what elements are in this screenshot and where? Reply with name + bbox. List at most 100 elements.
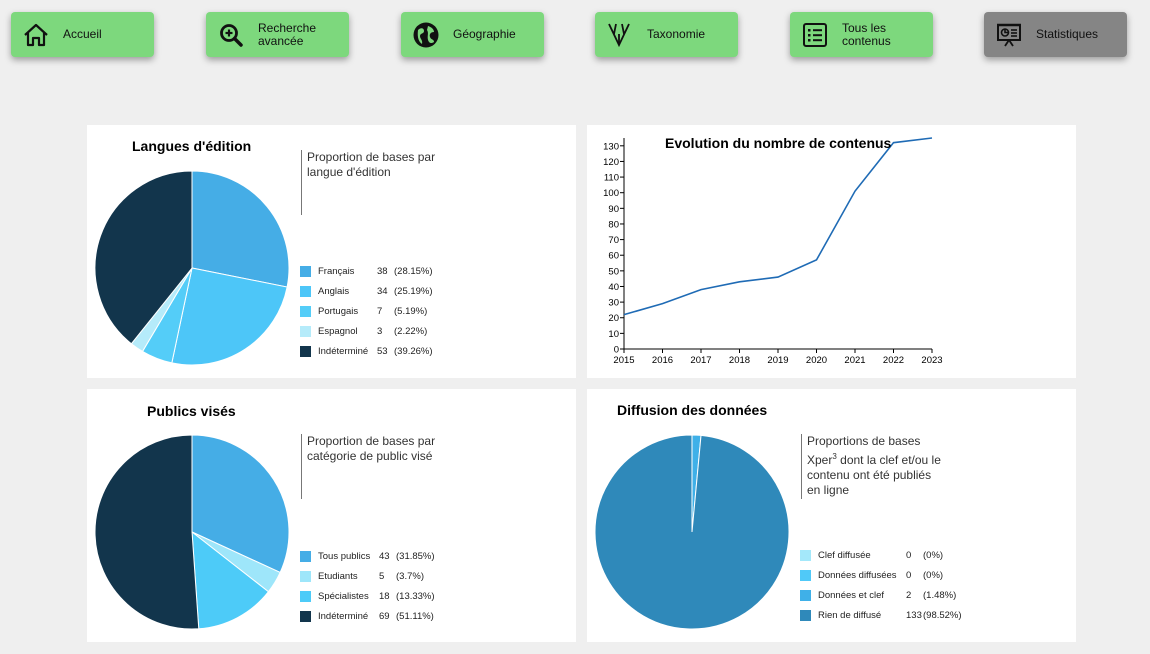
- langues-legend-swatch: [300, 265, 311, 277]
- publics-legend-label: Spécialistes: [318, 590, 369, 602]
- nav-tous-contenus-label: Tous les contenus: [842, 20, 891, 48]
- langues-legend-count: 38: [377, 265, 388, 277]
- langues-slice-4[interactable]: [94, 170, 193, 345]
- x-tick-label: 2017: [690, 355, 711, 366]
- langues-legend-label: Espagnol: [318, 325, 358, 337]
- nav-statistiques-label: Statistiques: [1036, 27, 1099, 41]
- nav-tous-contenus-button[interactable]: Tous les contenus: [790, 12, 933, 57]
- diffusion-description: Proportions de bases Xper3 dont la clef …: [801, 434, 957, 499]
- diffusion-legend-item: Rien de diffusé 133 (98.52%): [800, 609, 962, 621]
- langues-legend-percent: (39.26%): [394, 345, 433, 357]
- langues-legend-swatch: [300, 345, 311, 357]
- diffusion-panel: Diffusion des données Proportions de bas…: [587, 389, 1076, 642]
- search-plus-icon: [216, 20, 246, 50]
- publics-legend-count: 69: [379, 610, 390, 622]
- diffusion-legend-percent: (98.52%): [923, 609, 962, 621]
- langues-legend-count: 34: [377, 285, 388, 297]
- diffusion-legend-percent: (1.48%): [923, 589, 957, 601]
- langues-legend-percent: (25.19%): [394, 285, 433, 297]
- langues-legend-item: Anglais 34 (25.19%): [300, 285, 433, 297]
- publics-legend-swatch: [300, 550, 311, 562]
- diffusion-legend-swatch: [800, 569, 811, 581]
- diffusion-pie-chart: [594, 434, 790, 630]
- diffusion-legend-swatch: [800, 589, 811, 601]
- publics-legend-swatch: [300, 590, 311, 602]
- publics-pie-chart: [94, 434, 290, 630]
- diffusion-desc-line3: contenu ont été publiés: [807, 468, 932, 482]
- nav-taxonomie-button[interactable]: Taxonomie: [595, 12, 738, 57]
- y-tick-label: 40: [608, 282, 619, 293]
- langues-legend-item: Indéterminé 53 (39.26%): [300, 345, 433, 357]
- diffusion-slice-3[interactable]: [594, 434, 790, 630]
- diffusion-desc-line1: Proportions de bases: [807, 434, 921, 448]
- diffusion-legend-item: Clef diffusée 0 (0%): [800, 549, 943, 561]
- y-tick-label: 20: [608, 313, 619, 324]
- diffusion-legend-label: Données diffusées: [818, 569, 897, 581]
- diffusion-desc-sup: 3: [832, 452, 837, 461]
- langues-legend-percent: (28.15%): [394, 265, 433, 277]
- publics-legend-count: 18: [379, 590, 390, 602]
- evolution-series-line[interactable]: [623, 137, 933, 316]
- diffusion-legend-swatch: [800, 549, 811, 561]
- langues-legend-percent: (2.22%): [394, 325, 428, 337]
- langues-slice-1[interactable]: [171, 267, 288, 366]
- publics-slice-2[interactable]: [191, 530, 270, 630]
- publics-description: Proportion de bases par catégorie de pub…: [301, 434, 457, 499]
- home-icon: [21, 20, 51, 50]
- nav-geographie-label: Géographie: [453, 27, 516, 41]
- langues-legend-label: Indéterminé: [318, 345, 369, 357]
- diffusion-title: Diffusion des données: [617, 402, 768, 418]
- publics-legend-swatch: [300, 570, 311, 582]
- diffusion-legend-count: 133: [906, 609, 922, 621]
- nav-statistiques-button[interactable]: Statistiques: [984, 12, 1127, 57]
- presentation-chart-icon: [994, 20, 1024, 50]
- y-tick-label: 50: [608, 266, 619, 277]
- globe-icon: [411, 20, 441, 50]
- y-tick-label: 70: [608, 235, 619, 246]
- x-tick-label: 2020: [806, 355, 827, 366]
- y-tick-label: 80: [608, 219, 619, 230]
- publics-legend-label: Etudiants: [318, 570, 358, 582]
- x-tick-label: 2021: [844, 355, 865, 366]
- diffusion-legend-count: 0: [906, 569, 912, 581]
- y-tick-label: 30: [608, 298, 619, 309]
- evolution-title: Evolution du nombre de contenus: [665, 135, 892, 151]
- langues-legend-label: Anglais: [318, 285, 350, 297]
- x-tick-label: 2015: [613, 355, 634, 366]
- y-tick-label: 100: [603, 188, 619, 199]
- publics-panel: Publics visés Proportion de bases par ca…: [87, 389, 576, 642]
- diffusion-legend-count: 2: [906, 589, 912, 601]
- publics-slice-3[interactable]: [94, 434, 200, 630]
- nav-accueil-label: Accueil: [63, 27, 102, 41]
- nav-geographie-button[interactable]: Géographie: [401, 12, 544, 57]
- publics-legend-item: Tous publics 43 (31.85%): [300, 550, 435, 562]
- nav-accueil-button[interactable]: Accueil: [11, 12, 154, 57]
- diffusion-desc-line2: dont la clef et/ou le: [836, 453, 941, 467]
- list-icon: [800, 20, 830, 50]
- y-tick-label: 0: [614, 345, 619, 356]
- diffusion-legend-label: Données et clef: [818, 589, 885, 601]
- diffusion-legend-percent: (0%): [923, 569, 944, 581]
- publics-slice-0[interactable]: [191, 434, 290, 574]
- nav-recherche-button[interactable]: Recherche avancée: [206, 12, 349, 57]
- publics-legend-count: 43: [379, 550, 390, 562]
- x-tick-label: 2022: [883, 355, 904, 366]
- langues-legend-item: Portugais 7 (5.19%): [300, 305, 427, 317]
- y-tick-label: 10: [608, 329, 619, 340]
- diffusion-legend-item: Données diffusées 0 (0%): [800, 569, 943, 581]
- publics-legend-swatch: [300, 610, 311, 622]
- diffusion-desc-line4: en ligne: [807, 483, 850, 497]
- langues-legend-label: Portugais: [318, 305, 359, 317]
- evolution-panel: 0 10 20 30 40 50 60 70 80 90 100 110 120 130 2015 2016 2…: [587, 125, 1076, 378]
- publics-legend-label: Tous publics: [318, 550, 371, 562]
- y-tick-label: 120: [603, 157, 619, 168]
- nav-recherche-label: Recherche avancée: [258, 20, 317, 48]
- langues-legend-percent: (5.19%): [394, 305, 428, 317]
- publics-title: Publics visés: [147, 403, 236, 419]
- publics-legend-item: Spécialistes 18 (13.33%): [300, 590, 435, 602]
- publics-legend-count: 5: [379, 570, 385, 582]
- diffusion-legend-swatch: [800, 609, 811, 621]
- langues-title: Langues d'édition: [132, 138, 252, 154]
- langues-slice-0[interactable]: [191, 170, 290, 288]
- diffusion-legend-item: Données et clef 2 (1.48%): [800, 589, 956, 601]
